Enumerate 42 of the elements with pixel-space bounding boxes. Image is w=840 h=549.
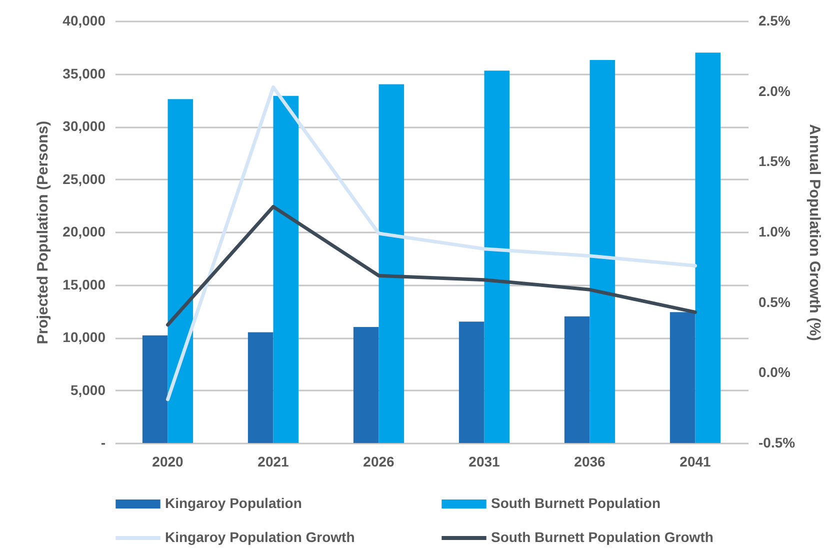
bar bbox=[168, 99, 194, 443]
y2-tick-label: 2.0% bbox=[758, 82, 791, 99]
y-tick-label: 15,000 bbox=[62, 276, 106, 292]
y2-tick-label: 0.0% bbox=[758, 364, 791, 380]
y-tick-label: 20,000 bbox=[62, 224, 106, 240]
y-tick-label: 30,000 bbox=[62, 118, 106, 134]
legend-label: Kingaroy Population Growth bbox=[165, 529, 355, 545]
legend-label: Kingaroy Population bbox=[165, 495, 302, 511]
bar bbox=[484, 70, 510, 443]
x-tick-label: 2041 bbox=[680, 454, 712, 470]
y-tick-label: 10,000 bbox=[62, 329, 106, 345]
x-tick-label: 2026 bbox=[363, 454, 395, 470]
y2-tick-label: 2.5% bbox=[758, 12, 791, 28]
x-tick-label: 2020 bbox=[152, 454, 184, 470]
bar bbox=[670, 312, 696, 443]
bar bbox=[590, 60, 616, 443]
bar bbox=[378, 84, 404, 443]
y-tick-label: 5,000 bbox=[70, 382, 106, 398]
legend-label: South Burnett Population bbox=[491, 495, 661, 511]
bar bbox=[273, 96, 299, 443]
legend-label: South Burnett Population Growth bbox=[491, 529, 714, 545]
y-tick-label: 25,000 bbox=[62, 170, 106, 187]
bar bbox=[458, 322, 484, 443]
bar bbox=[695, 52, 721, 443]
y2-axis-title: Annual Population Growth (%) bbox=[806, 124, 824, 341]
bar bbox=[353, 326, 379, 443]
y2-tick-label: 0.5% bbox=[758, 294, 791, 310]
line-series bbox=[166, 85, 697, 402]
bar bbox=[142, 335, 168, 443]
y-tick-label: 40,000 bbox=[62, 12, 106, 28]
y-tick-label: 35,000 bbox=[62, 65, 106, 82]
y-tick-label: - bbox=[100, 434, 106, 450]
bar bbox=[248, 332, 274, 443]
y2-tick-label: -0.5% bbox=[758, 434, 796, 450]
y-axis-title: Projected Population (Persons) bbox=[34, 120, 52, 344]
y2-tick-label: 1.0% bbox=[758, 224, 791, 240]
y2-tick-label: 1.5% bbox=[758, 153, 791, 170]
x-tick-label: 2021 bbox=[258, 454, 290, 470]
line-series bbox=[166, 204, 697, 327]
x-tick-label: 2036 bbox=[574, 454, 606, 470]
x-tick-label: 2031 bbox=[468, 454, 500, 470]
bar bbox=[564, 316, 590, 443]
